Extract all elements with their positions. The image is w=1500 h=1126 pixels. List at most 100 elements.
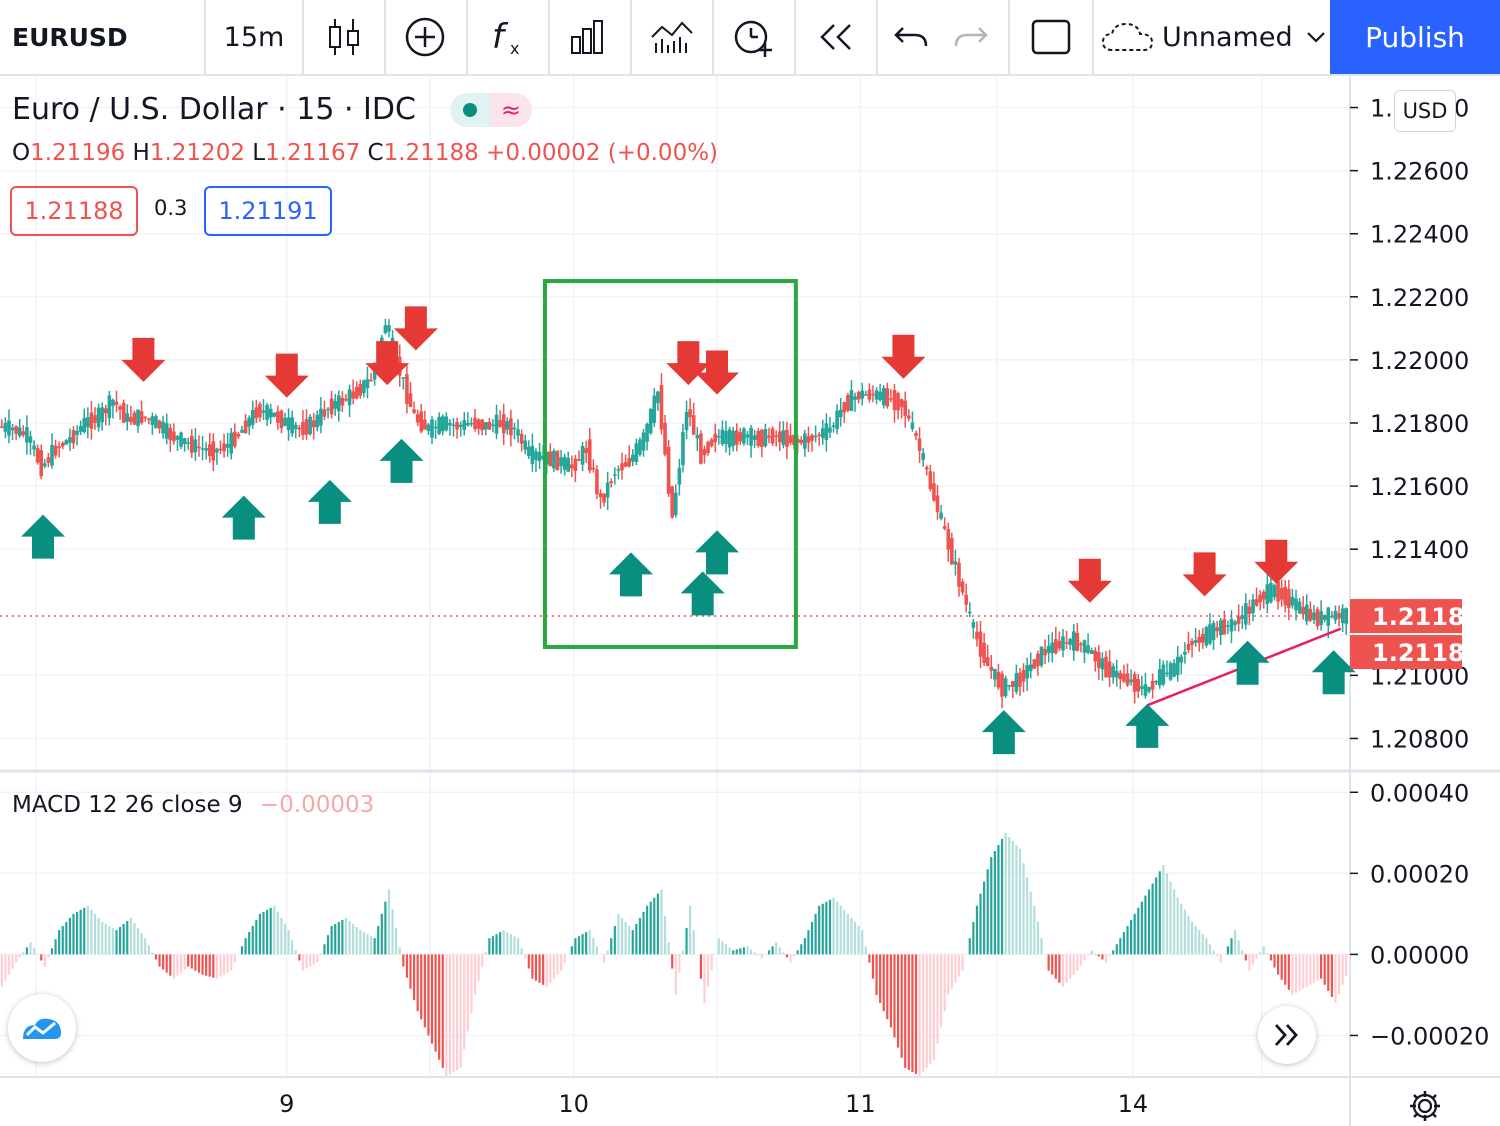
candle-body xyxy=(1136,679,1141,692)
financials-button[interactable] xyxy=(550,0,628,74)
redo-button[interactable] xyxy=(940,0,1002,74)
candle-body xyxy=(727,429,732,448)
templates-button[interactable] xyxy=(632,0,712,74)
svg-text:x: x xyxy=(510,39,519,58)
macd-histogram xyxy=(0,832,1348,1076)
candle-body xyxy=(756,430,761,446)
candle-body xyxy=(856,392,861,400)
candle-body xyxy=(1297,601,1302,614)
candle-body xyxy=(86,417,90,428)
candle-body xyxy=(1021,669,1026,682)
candle-body xyxy=(408,393,413,407)
undo-button[interactable] xyxy=(880,0,942,74)
candle-body xyxy=(512,427,517,430)
scroll-to-realtime-button[interactable] xyxy=(1258,1006,1316,1064)
buy-button[interactable]: 1.21191 xyxy=(204,186,332,236)
sell-button[interactable]: 1.21188 xyxy=(10,186,138,236)
candle-body xyxy=(211,441,216,461)
candle-body xyxy=(720,429,725,445)
buy-signal-arrow xyxy=(221,495,266,540)
market-status-badge[interactable]: ≈ xyxy=(449,92,532,127)
alert-button[interactable] xyxy=(714,0,794,74)
sell-price: 1.21188 xyxy=(24,197,124,225)
candle-body xyxy=(763,429,768,447)
candle-body xyxy=(566,457,571,472)
candle-body xyxy=(745,434,750,438)
bid-price-tag-label: 1.21187 xyxy=(1372,639,1481,667)
candle-body xyxy=(1168,663,1173,680)
candle-body xyxy=(1125,673,1130,686)
settings-button[interactable] xyxy=(1402,1086,1448,1126)
candle-body xyxy=(1089,650,1094,654)
candle-body xyxy=(1132,673,1137,692)
layout-save-button[interactable]: Unnamed xyxy=(1100,0,1328,74)
publish-button[interactable]: Publish xyxy=(1330,0,1500,74)
candle-body xyxy=(268,408,273,418)
replay-button[interactable] xyxy=(796,0,876,74)
candle-body xyxy=(501,414,506,434)
candle-body xyxy=(1258,594,1262,603)
candle-body xyxy=(100,407,104,423)
toolbar-divider xyxy=(876,0,878,74)
candle-body xyxy=(752,435,757,440)
indicators-button[interactable]: f x xyxy=(468,0,548,74)
candle-body xyxy=(1186,643,1191,651)
candle-body xyxy=(623,462,628,467)
candle-body xyxy=(942,526,947,529)
candle-body xyxy=(820,428,825,438)
sell-signal-arrow xyxy=(365,341,410,386)
candle-body xyxy=(899,399,904,408)
candle-body xyxy=(562,456,567,470)
symbol-search-button[interactable]: EURUSD xyxy=(12,0,202,74)
candle-body xyxy=(233,431,237,447)
candle-body xyxy=(222,443,226,452)
candle-body xyxy=(46,457,51,463)
candle-body xyxy=(423,419,427,430)
candle-body xyxy=(473,417,477,430)
candle-body xyxy=(552,450,556,469)
candle-body xyxy=(803,433,807,449)
compare-button[interactable] xyxy=(386,0,464,74)
candle-body xyxy=(347,389,352,406)
candle-body xyxy=(118,406,122,410)
candle-body xyxy=(1193,640,1198,643)
candle-body xyxy=(681,432,685,466)
tradingview-logo-button[interactable] xyxy=(8,994,76,1062)
buy-signal-arrow xyxy=(379,438,424,483)
candle-body xyxy=(670,486,675,518)
candle-body xyxy=(3,422,8,432)
last-price-labels: 1.21188 1.21187 xyxy=(1350,599,1481,670)
toolbar-divider xyxy=(794,0,796,74)
candle-body xyxy=(358,384,363,396)
candle-body xyxy=(401,377,406,379)
candle-body xyxy=(896,393,900,411)
interval-button[interactable]: 15m xyxy=(208,0,300,74)
candle-body xyxy=(1079,643,1083,646)
candle-body xyxy=(286,417,291,431)
currency-button[interactable]: USD xyxy=(1394,90,1456,132)
candle-body xyxy=(867,389,872,400)
candle-body xyxy=(993,668,997,680)
chart-type-button[interactable] xyxy=(304,0,384,74)
candle-body xyxy=(444,416,449,431)
highlight-box[interactable] xyxy=(542,279,798,649)
fullscreen-button[interactable] xyxy=(1012,0,1090,74)
candle-body xyxy=(1308,608,1313,621)
candle-body xyxy=(1082,640,1087,653)
candle-body xyxy=(831,425,836,427)
candle-body xyxy=(1165,672,1169,675)
candle-body xyxy=(1075,632,1080,651)
candle-body xyxy=(1265,584,1270,605)
candle-body xyxy=(1229,619,1234,632)
candle-body xyxy=(480,419,484,431)
sell-signal-arrow xyxy=(393,306,438,351)
candle-body xyxy=(813,435,818,438)
candle-body xyxy=(32,445,36,450)
candle-body xyxy=(322,409,327,417)
candle-body xyxy=(247,417,251,427)
candle-body xyxy=(734,430,739,445)
candle-body xyxy=(555,450,560,471)
candle-body xyxy=(218,448,223,451)
candle-body xyxy=(935,495,940,513)
